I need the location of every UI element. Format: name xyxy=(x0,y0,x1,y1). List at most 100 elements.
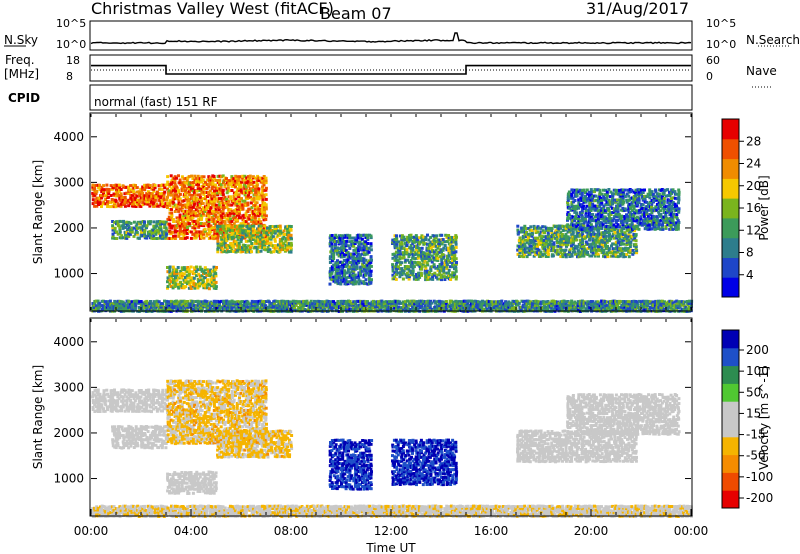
heatmap-cell xyxy=(580,223,584,226)
heatmap-cell xyxy=(189,212,193,216)
heatmap-cell xyxy=(173,191,177,195)
heatmap-cell xyxy=(334,236,338,239)
heatmap-cell xyxy=(620,252,624,256)
heatmap-cell xyxy=(600,246,604,250)
heatmap-cell xyxy=(625,198,629,202)
heatmap-cell xyxy=(677,190,681,194)
heatmap-cell xyxy=(611,192,614,196)
heatmap-cell xyxy=(436,268,440,272)
heatmap-cell xyxy=(583,217,587,221)
heatmap-cell xyxy=(393,254,397,258)
heatmap-cell xyxy=(612,188,616,192)
heatmap-cell xyxy=(135,222,139,226)
heatmap-cell xyxy=(284,232,288,236)
heatmap-cell xyxy=(570,246,574,250)
heatmap-cell xyxy=(189,285,193,289)
heatmap-cell xyxy=(443,263,447,267)
heatmap-cell xyxy=(253,209,257,213)
heatmap-cell xyxy=(182,280,186,284)
heatmap-cell xyxy=(287,237,291,241)
heatmap-cell xyxy=(132,196,136,200)
heatmap-cell xyxy=(243,303,246,307)
heatmap-cell xyxy=(596,230,600,234)
heatmap-cell xyxy=(260,191,264,195)
heatmap-cell xyxy=(339,269,343,273)
heatmap-cell xyxy=(584,209,588,213)
heatmap-cell xyxy=(557,233,561,237)
heatmap-cell xyxy=(571,219,575,223)
heatmap-cell xyxy=(341,274,345,278)
heatmap-cell xyxy=(178,181,182,184)
heatmap-cell xyxy=(234,176,238,180)
heatmap-cell xyxy=(413,253,417,257)
heatmap-cell xyxy=(328,270,332,273)
heatmap-cell xyxy=(594,251,598,255)
heatmap-cell xyxy=(234,300,238,304)
heatmap-cell xyxy=(360,252,364,256)
heatmap-cell xyxy=(592,234,596,238)
heatmap-cell xyxy=(451,259,454,263)
heatmap-cell xyxy=(214,280,218,284)
heatmap-cell xyxy=(641,191,645,194)
heatmap-cell xyxy=(588,238,591,242)
heatmap-cell xyxy=(342,244,346,248)
heatmap-cell xyxy=(125,220,129,224)
heatmap-cell xyxy=(593,206,597,210)
heatmap-cell xyxy=(196,201,200,205)
heatmap-cell xyxy=(423,258,427,262)
heatmap-cell xyxy=(599,196,602,200)
heatmap-cell xyxy=(100,205,103,208)
heatmap-cell xyxy=(413,250,417,254)
heatmap-cell xyxy=(193,189,197,193)
heatmap-cell xyxy=(201,208,205,211)
heatmap-cell xyxy=(440,233,444,237)
heatmap-cell xyxy=(276,243,280,247)
heatmap-cell xyxy=(212,302,216,305)
heatmap-cell xyxy=(453,235,456,239)
heatmap-cell xyxy=(227,307,230,311)
heatmap-cell xyxy=(666,204,670,208)
heatmap-cell xyxy=(175,276,178,280)
heatmap-cell xyxy=(171,286,175,290)
heatmap-cell xyxy=(205,187,209,191)
heatmap-cell xyxy=(450,254,454,258)
heatmap-cell xyxy=(635,227,639,231)
heatmap-cell xyxy=(125,222,129,226)
heatmap-cell xyxy=(398,242,402,246)
heatmap-cell xyxy=(615,244,619,248)
heatmap-cell xyxy=(607,207,611,211)
heatmap-cell xyxy=(234,216,237,220)
heatmap-cell xyxy=(185,191,189,195)
heatmap-cell xyxy=(193,197,196,201)
heatmap-cell xyxy=(595,244,599,248)
heatmap-cell xyxy=(548,238,552,242)
heatmap-cell xyxy=(353,248,357,252)
heatmap-cell xyxy=(662,198,666,202)
heatmap-cell xyxy=(584,240,588,244)
heatmap-cell xyxy=(657,198,661,202)
heatmap-cell xyxy=(123,200,127,204)
heatmap-cell xyxy=(120,200,124,204)
heatmap-cell xyxy=(677,221,681,224)
heatmap-cell xyxy=(397,240,401,244)
heatmap-cell xyxy=(171,281,175,284)
heatmap-cell xyxy=(223,229,227,233)
heatmap-cell xyxy=(212,274,216,278)
heatmap-cell xyxy=(570,220,574,224)
heatmap-cell xyxy=(417,240,421,244)
heatmap-cell xyxy=(143,224,147,228)
heatmap-cell xyxy=(369,264,373,268)
heatmap-cell xyxy=(209,302,212,306)
heatmap-cell xyxy=(575,204,579,208)
heatmap-cell xyxy=(178,215,182,219)
frequency-panel: Freq. [MHz] 18 8 60 0 Nave xyxy=(4,53,777,88)
heatmap-cell xyxy=(528,246,532,250)
heatmap-cell xyxy=(138,198,142,202)
heatmap-cell xyxy=(242,215,246,219)
heatmap-cell xyxy=(550,249,554,253)
heatmap-cell xyxy=(427,259,431,263)
heatmap-cell xyxy=(575,190,579,194)
heatmap-cell xyxy=(216,211,220,215)
heatmap-cell xyxy=(536,246,539,250)
heatmap-cell xyxy=(588,236,592,240)
